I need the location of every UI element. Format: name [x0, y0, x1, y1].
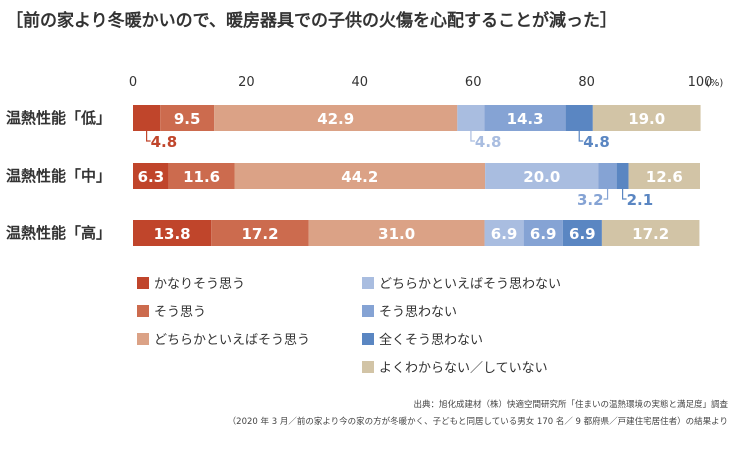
bar-segment: [214, 105, 458, 131]
callout-leader-line: [470, 131, 475, 142]
bar-segment: [598, 163, 617, 189]
source-note-line-1: 出典：旭化成建材（株）快適空間研究所「住まいの温熱環境の実態と満足度」調査: [413, 400, 728, 410]
x-tick-label: 20: [238, 75, 255, 90]
callout-leader-line: [578, 131, 584, 142]
source-note-line-2: （2020 年 3 月／前の家より今の家の方が冬暖かく、子どもと同居している男女…: [227, 417, 728, 427]
x-tick-label: 60: [465, 75, 482, 90]
callout-label: 4.8: [583, 133, 610, 151]
callout-label: 4.8: [475, 133, 502, 151]
bar-segment: [485, 163, 599, 189]
bar-segment: [601, 220, 700, 246]
chart-title: ［前の家より冬暖かいので、暖房器具での子供の火傷を心配することが減った］: [6, 11, 617, 31]
bar-segment: [592, 105, 701, 131]
data-label: 9.5: [174, 110, 201, 128]
data-label: 14.3: [507, 110, 544, 128]
callout-label: 4.8: [151, 133, 178, 151]
callout-label: 2.1: [627, 191, 654, 209]
data-label: 31.0: [378, 225, 415, 243]
bar-segment: [211, 220, 309, 246]
data-label: 6.3: [138, 168, 165, 186]
x-tick-label: 80: [578, 75, 595, 90]
data-label: 12.6: [646, 168, 683, 186]
callout-label: 3.2: [577, 191, 604, 209]
bar-segment: [457, 105, 485, 131]
bar-segment: [616, 163, 629, 189]
bar-segment: [562, 220, 602, 246]
callout-leader-line: [146, 131, 151, 142]
bar-segment: [160, 105, 215, 131]
category-label: 温熱性能「高」: [6, 224, 111, 242]
data-label: 20.0: [523, 168, 560, 186]
bar-segment: [523, 220, 563, 246]
bar-segment: [133, 105, 161, 131]
data-label: 11.6: [183, 168, 220, 186]
bar-segment: [484, 105, 566, 131]
bar-segment: [628, 163, 700, 189]
bar-segment: [484, 220, 524, 246]
bar-segment: [308, 220, 485, 246]
data-label: 44.2: [341, 168, 378, 186]
callout-leader-line: [603, 189, 609, 200]
x-tick-label: 0: [129, 75, 137, 90]
callout-leader-line: [622, 189, 627, 200]
data-label: 17.2: [242, 225, 279, 243]
bar-segment: [133, 163, 169, 189]
data-label: 19.0: [628, 110, 665, 128]
data-label: 6.9: [569, 225, 596, 243]
category-label: 温熱性能「低」: [6, 109, 111, 127]
x-unit-label: (%): [706, 78, 723, 89]
data-label: 13.8: [154, 225, 191, 243]
bar-segment: [168, 163, 235, 189]
data-label: 42.9: [317, 110, 354, 128]
data-label: 6.9: [530, 225, 557, 243]
bar-segment: [565, 105, 593, 131]
data-label: 6.9: [491, 225, 518, 243]
x-tick-label: 40: [352, 75, 369, 90]
data-label: 17.2: [632, 225, 669, 243]
bar-segment: [234, 163, 486, 189]
bar-segment: [133, 220, 212, 246]
category-label: 温熱性能「中」: [6, 167, 111, 185]
x-tick-label: 100: [688, 75, 713, 90]
